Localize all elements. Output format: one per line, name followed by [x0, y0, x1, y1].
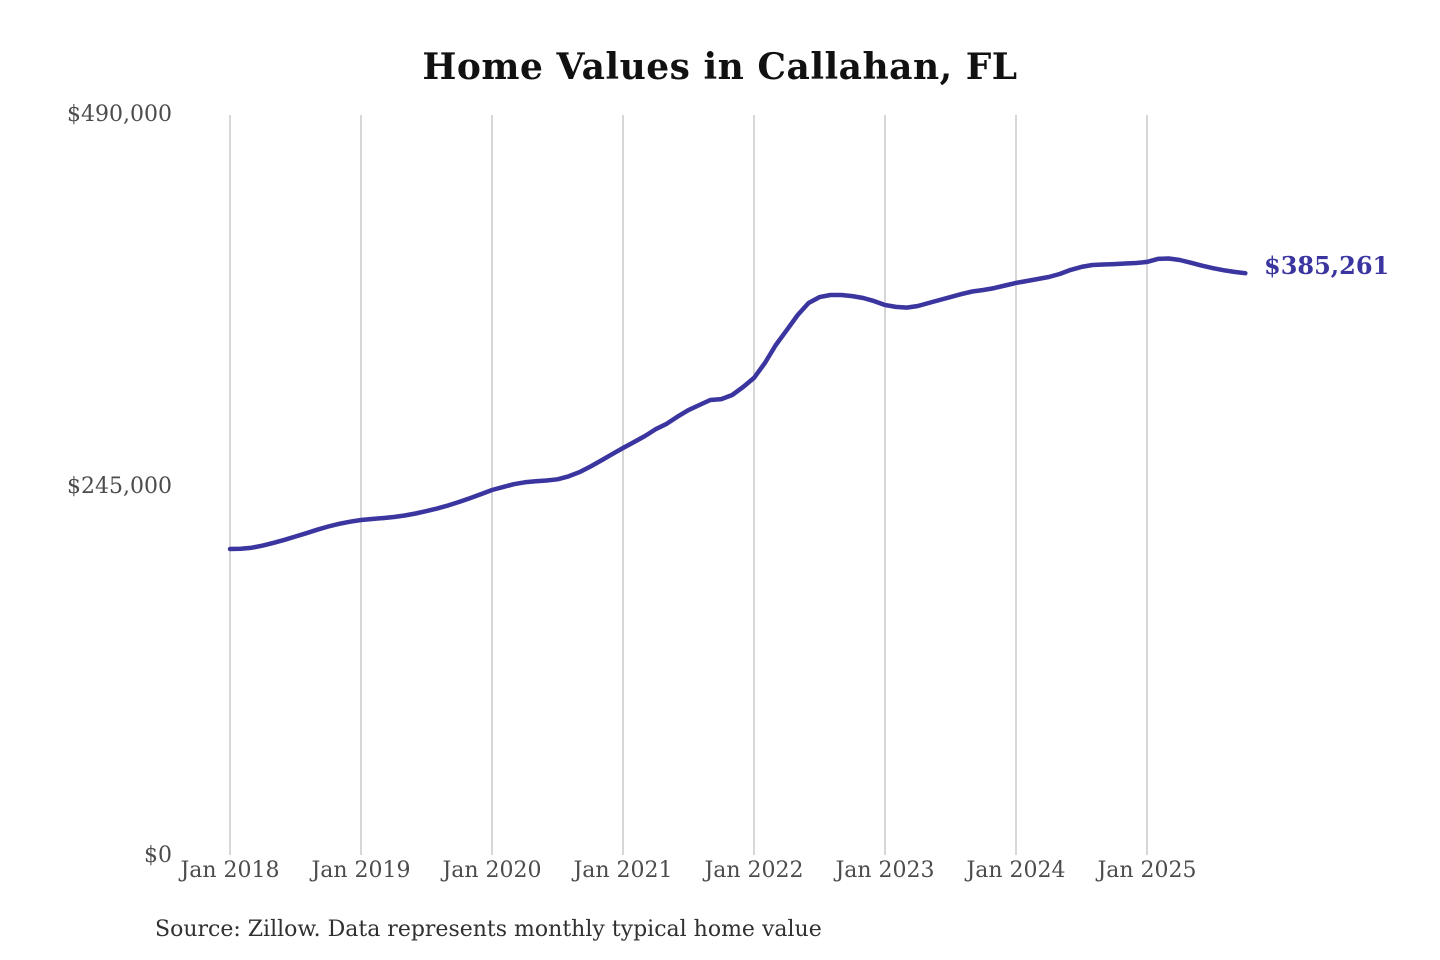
- x-axis-tick-label: Jan 2025: [1097, 858, 1197, 883]
- source-note: Source: Zillow. Data represents monthly …: [155, 917, 822, 942]
- home-value-line: [227, 256, 1248, 552]
- y-axis-tick-label: $0: [144, 843, 172, 868]
- x-axis-tick-label: Jan 2022: [704, 858, 804, 883]
- x-axis-tick-label: Jan 2021: [573, 858, 673, 883]
- x-axis-tick-label: Jan 2020: [442, 858, 542, 883]
- x-axis-tick-label: Jan 2023: [835, 858, 935, 883]
- x-axis-tick-label: Jan 2018: [180, 858, 280, 883]
- x-axis-tick-label: Jan 2019: [311, 858, 411, 883]
- latest-value-label: $385,261: [1264, 251, 1390, 280]
- y-axis-tick-label: $245,000: [67, 474, 172, 499]
- y-axis-tick-label: $490,000: [67, 102, 172, 127]
- x-axis-tick-label: Jan 2024: [966, 858, 1066, 883]
- chart-title: Home Values in Callahan, FL: [422, 46, 1018, 88]
